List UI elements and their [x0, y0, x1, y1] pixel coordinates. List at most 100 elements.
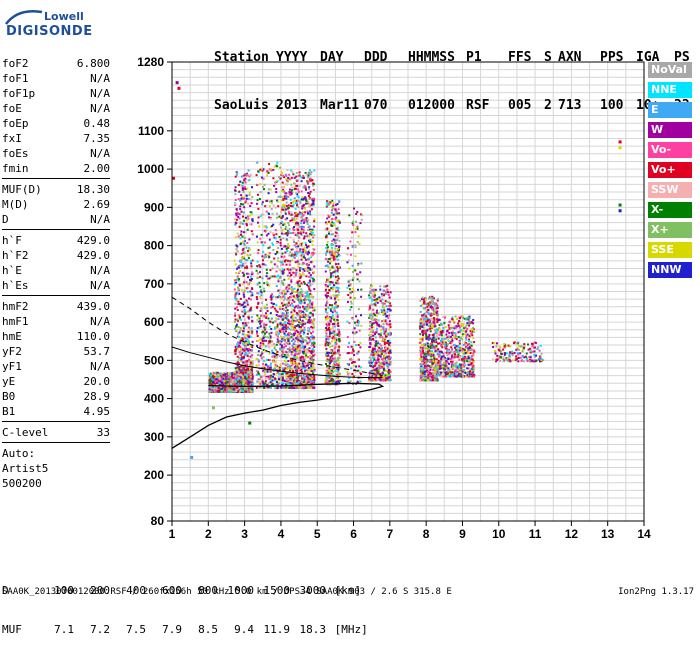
echo-point [244, 267, 246, 269]
echo-point [288, 231, 290, 233]
echo-point [297, 261, 299, 263]
echo-point [282, 187, 284, 189]
echo-point [325, 363, 327, 365]
echo-point [275, 237, 277, 239]
echo-point [248, 327, 250, 329]
echo-point [235, 326, 237, 328]
echo-point [275, 304, 277, 306]
echo-point [307, 352, 309, 354]
echo-point [276, 335, 278, 337]
echo-point [301, 253, 303, 255]
echo-point [291, 351, 293, 353]
echo-point [289, 220, 291, 222]
echo-point [310, 274, 312, 276]
echo-point [240, 367, 242, 369]
echo-point [235, 367, 237, 369]
echo-point [309, 377, 311, 379]
echo-point [265, 340, 267, 342]
echo-point [288, 207, 290, 209]
echo-point [309, 347, 311, 349]
echo-point [244, 369, 246, 371]
echo-point [290, 316, 292, 318]
echo-point [246, 219, 248, 221]
echo-point [244, 237, 246, 239]
echo-point [261, 241, 263, 243]
echo-point [306, 315, 308, 317]
echo-point [270, 387, 272, 389]
echo-point [300, 335, 302, 337]
echo-point [335, 232, 337, 234]
echo-point [256, 365, 258, 367]
echo-point [266, 211, 268, 213]
echo-point [242, 272, 244, 274]
echo-point [286, 305, 288, 307]
echo-point [314, 218, 316, 220]
echo-point [286, 299, 288, 301]
echo-point [307, 304, 309, 306]
echo-point [261, 255, 263, 257]
echo-point [301, 220, 303, 222]
echo-point [295, 387, 297, 389]
echo-point [251, 196, 253, 198]
echo-point [234, 308, 236, 310]
echo-point [302, 268, 304, 270]
echo-point [301, 228, 303, 230]
echo-point [272, 177, 274, 179]
echo-point [313, 170, 315, 172]
echo-point [259, 383, 261, 385]
echo-point [297, 331, 299, 333]
echo-point [252, 363, 254, 365]
echo-point [247, 316, 249, 318]
echo-point [236, 214, 238, 216]
echo-point [330, 308, 332, 310]
echo-point [265, 345, 267, 347]
echo-point [286, 184, 288, 186]
echo-point [256, 184, 258, 186]
echo-point [290, 205, 292, 207]
echo-point [326, 370, 328, 372]
echo-point [280, 387, 282, 389]
echo-point [242, 343, 244, 345]
echo-point [325, 258, 327, 260]
echo-point [312, 237, 314, 239]
echo-point [284, 363, 286, 365]
echo-point [325, 382, 327, 384]
echo-point [293, 342, 295, 344]
echo-point [264, 333, 266, 335]
echo-point [279, 308, 281, 310]
echo-point [283, 299, 285, 301]
echo-point [304, 346, 306, 348]
echo-point [264, 306, 266, 308]
echo-point [248, 257, 250, 259]
echo-point [289, 300, 291, 302]
echo-point [262, 201, 264, 203]
echo-point [238, 371, 240, 373]
echo-point [277, 338, 279, 340]
echo-point [325, 331, 327, 333]
echo-point [337, 248, 339, 250]
echo-point [246, 198, 248, 200]
echo-point [325, 289, 327, 291]
echo-point [247, 350, 249, 352]
echo-point [224, 391, 226, 393]
echo-point [245, 231, 247, 233]
echo-point [242, 182, 244, 184]
echo-point [247, 368, 249, 370]
echo-point [278, 376, 280, 378]
echo-point [275, 331, 277, 333]
echo-point [297, 224, 299, 226]
echo-point [244, 244, 246, 246]
echo-point [330, 356, 332, 358]
echo-point [251, 321, 253, 323]
echo-point [276, 381, 278, 383]
echo-point [311, 323, 313, 325]
echo-point [305, 221, 307, 223]
echo-point [257, 354, 259, 356]
echo-point [290, 320, 292, 322]
echo-point [298, 191, 300, 193]
echo-point [313, 249, 315, 251]
echo-point [303, 364, 305, 366]
echo-point [327, 246, 329, 248]
echo-point [269, 231, 271, 233]
echo-point [215, 378, 217, 380]
